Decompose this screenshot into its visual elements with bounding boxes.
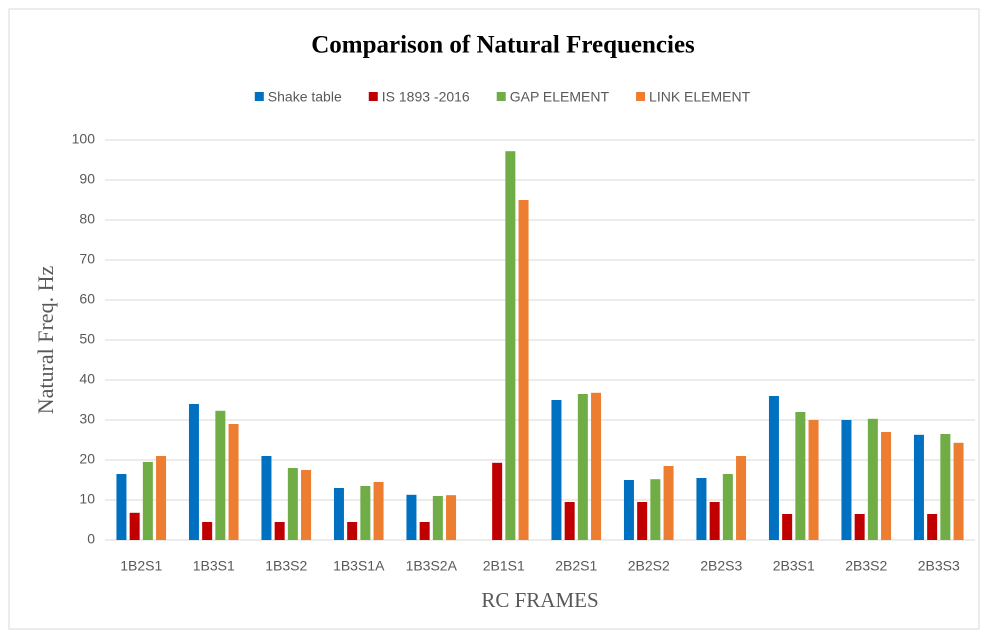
legend-label: IS 1893 -2016 [382, 89, 470, 105]
bar [696, 478, 707, 540]
bar [795, 412, 806, 540]
bar [736, 456, 747, 540]
bar [722, 474, 733, 540]
bar [577, 394, 588, 540]
y-tick-label: 90 [79, 171, 95, 187]
y-tick-label: 10 [79, 491, 95, 507]
legend-label: GAP ELEMENT [510, 89, 610, 105]
bar [492, 462, 503, 540]
legend-label: Shake table [268, 89, 342, 105]
x-tick-label: 1B3S1 [193, 558, 235, 574]
bar [564, 502, 575, 540]
y-tick-label: 50 [79, 331, 95, 347]
x-tick-label: 2B3S3 [918, 558, 960, 574]
legend-label: LINK ELEMENT [649, 89, 751, 105]
y-tick-label: 70 [79, 251, 95, 267]
x-axis-label: RC FRAMES [481, 588, 598, 612]
y-tick-label: 20 [79, 451, 95, 467]
y-axis-label: Natural Freq. Hz [33, 266, 58, 415]
x-tick-label: 2B1S1 [483, 558, 525, 574]
bar [301, 470, 312, 540]
bar [927, 514, 938, 540]
y-tick-label: 100 [72, 131, 96, 147]
bar [419, 522, 430, 540]
x-tick-label: 1B2S1 [120, 558, 162, 574]
y-tick-label: 80 [79, 211, 95, 227]
bar [228, 424, 239, 540]
bar [709, 502, 720, 540]
bar [913, 434, 924, 540]
bar [854, 514, 865, 540]
y-tick-label: 0 [87, 531, 95, 547]
bar [202, 522, 213, 540]
legend-swatch [368, 92, 378, 101]
x-tick-label: 1B3S2A [406, 558, 458, 574]
legend-swatch [496, 92, 506, 101]
bar [591, 392, 602, 540]
bar [142, 462, 153, 540]
bar [808, 420, 819, 540]
bar [274, 522, 285, 540]
bar [333, 488, 344, 540]
bar [360, 486, 371, 540]
bar [663, 466, 674, 540]
bar [446, 495, 457, 540]
bar [156, 456, 167, 540]
x-tick-label: 2B3S2 [845, 558, 887, 574]
bar [768, 396, 779, 540]
bar [261, 456, 272, 540]
bar [406, 494, 417, 540]
bar [347, 522, 358, 540]
bar [432, 496, 443, 540]
bar [551, 400, 562, 540]
y-tick-label: 60 [79, 291, 95, 307]
y-tick-label: 40 [79, 371, 95, 387]
bar [881, 432, 892, 540]
bar [518, 200, 529, 540]
bar [287, 468, 298, 540]
x-tick-label: 2B2S1 [555, 558, 597, 574]
x-tick-label: 1B3S1A [333, 558, 385, 574]
x-tick-label: 2B2S3 [700, 558, 742, 574]
bar [623, 480, 634, 540]
x-tick-label: 1B3S2 [265, 558, 307, 574]
bar [373, 482, 384, 540]
bar [940, 434, 951, 540]
bar [650, 479, 661, 540]
bar [129, 512, 140, 540]
bar [505, 151, 516, 540]
y-tick-label: 30 [79, 411, 95, 427]
bar [188, 404, 199, 540]
bar [782, 514, 793, 540]
bar [953, 442, 964, 540]
x-tick-label: 2B2S2 [628, 558, 670, 574]
bar [841, 420, 852, 540]
bar [867, 418, 878, 540]
bar [116, 474, 127, 540]
bar [637, 502, 648, 540]
bar [215, 410, 226, 540]
x-tick-label: 2B3S1 [773, 558, 815, 574]
legend-swatch [254, 92, 264, 101]
chart-title: Comparison of Natural Frequencies [311, 32, 695, 59]
legend-swatch [636, 92, 646, 101]
